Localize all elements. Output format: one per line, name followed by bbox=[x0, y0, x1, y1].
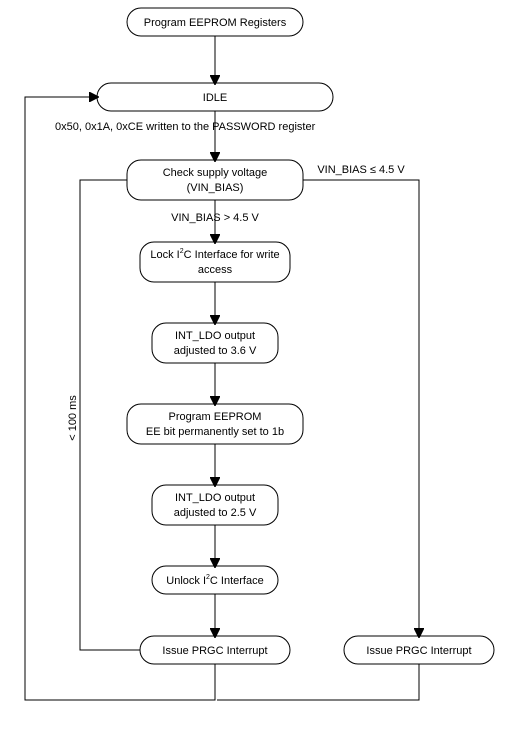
node-label: Check supply voltage bbox=[163, 167, 268, 179]
node-label: Issue PRGC Interrupt bbox=[366, 645, 471, 657]
node-label: adjusted to 2.5 V bbox=[174, 507, 257, 519]
node-label: adjusted to 3.6 V bbox=[174, 345, 257, 357]
node-label: Issue PRGC Interrupt bbox=[162, 645, 267, 657]
node-label: Unlock I2C Interface bbox=[166, 574, 263, 587]
node-label: IDLE bbox=[203, 92, 227, 104]
node-label: Program EEPROM bbox=[169, 411, 262, 423]
node-label: INT_LDO output bbox=[175, 492, 255, 504]
node-label: EE bit permanently set to 1b bbox=[146, 426, 284, 438]
node-label: (VIN_BIAS) bbox=[187, 182, 244, 194]
edge-label-password: 0x50, 0x1A, 0xCE written to the PASSWORD… bbox=[55, 121, 316, 133]
node-label: INT_LDO output bbox=[175, 330, 255, 342]
flowchart: Program EEPROM Registers IDLE Check supp… bbox=[0, 0, 526, 734]
edge-vinle bbox=[303, 180, 419, 636]
edge-label-lt100: < 100 ms bbox=[67, 395, 79, 441]
edge-label-vin-le: VIN_BIAS ≤ 4.5 V bbox=[317, 164, 405, 176]
node-label: Lock I2C Interface for write bbox=[150, 248, 279, 261]
node-label: access bbox=[198, 264, 233, 276]
node-label: Program EEPROM Registers bbox=[144, 17, 287, 29]
edge-loop-right-merge bbox=[217, 664, 419, 700]
edge-label-vin-gt: VIN_BIAS > 4.5 V bbox=[171, 212, 259, 224]
edge-lt100 bbox=[80, 180, 140, 650]
